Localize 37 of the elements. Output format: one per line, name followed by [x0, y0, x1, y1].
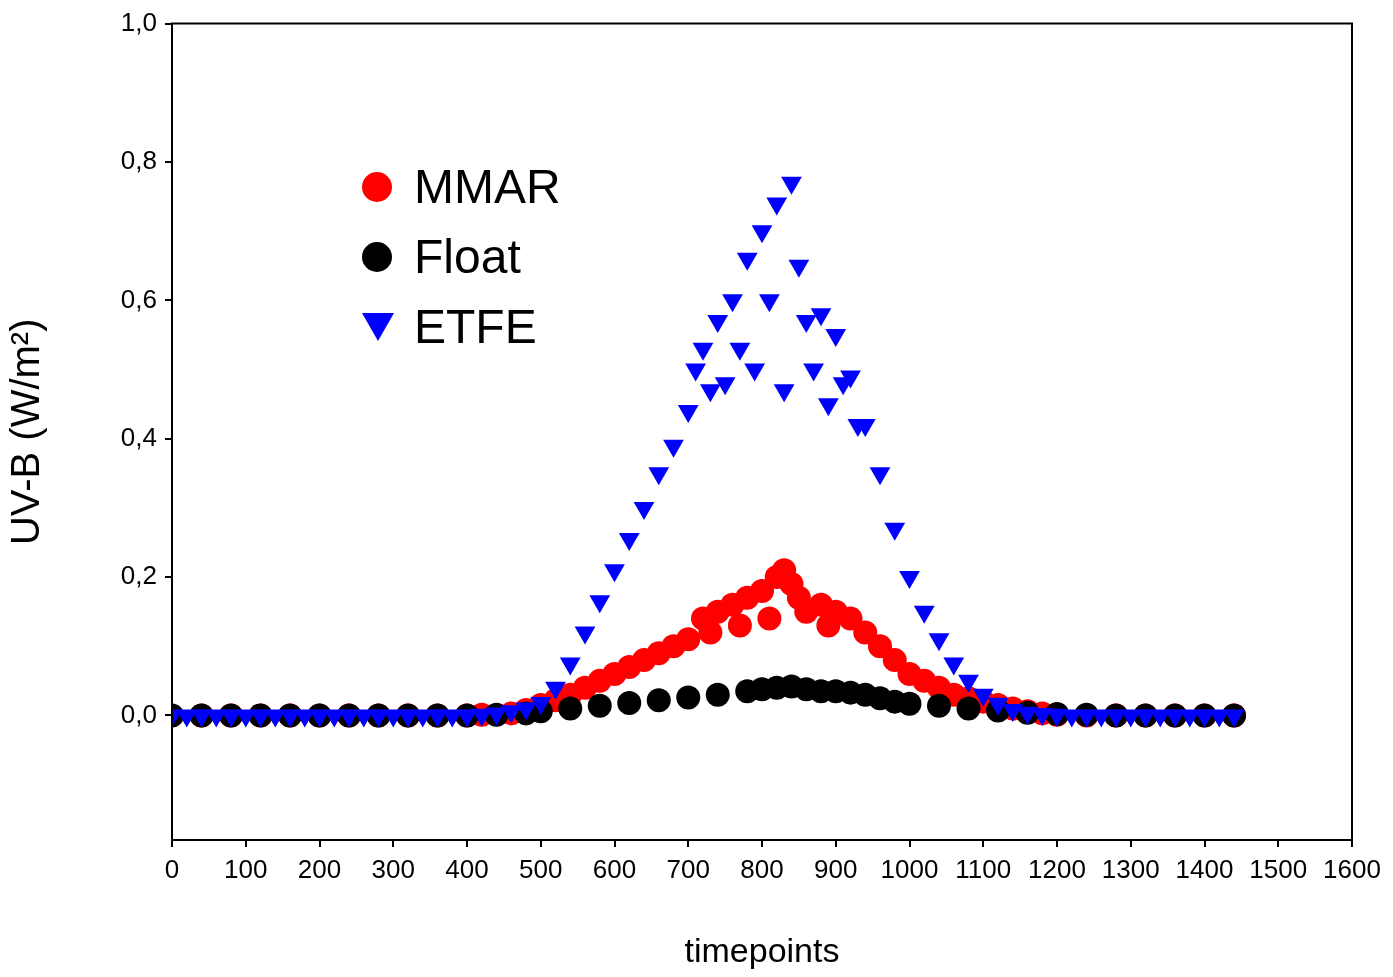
point — [676, 685, 701, 710]
x-tick-label: 1200 — [1028, 853, 1086, 884]
legend-label: MMAR — [414, 158, 561, 215]
point — [705, 682, 730, 707]
legend-label: ETFE — [414, 298, 537, 355]
x-tick-label: 600 — [592, 853, 637, 884]
x-tick-label: 400 — [445, 853, 489, 884]
x-tick-label: 1000 — [880, 853, 939, 884]
x-tick-label: 1300 — [1101, 853, 1160, 884]
y-tick-label: 0,4 — [120, 421, 157, 452]
y-tick-label: 0,8 — [120, 145, 157, 176]
x-tick-label: 300 — [371, 853, 415, 884]
x-tick-label: 1400 — [1175, 853, 1234, 884]
x-tick-label: 1500 — [1249, 853, 1308, 884]
x-tick-label: 800 — [740, 853, 784, 884]
y-axis-title: UV-B (W/m²) — [3, 318, 48, 546]
x-tick-label: 500 — [519, 853, 563, 884]
point — [587, 693, 612, 718]
y-tick-label: 0,2 — [120, 560, 157, 591]
point — [558, 696, 583, 721]
y-tick-label: 1,0 — [120, 6, 157, 37]
y-tick-label: 0,0 — [120, 698, 157, 729]
x-tick-label: 1600 — [1323, 853, 1381, 884]
x-tick-label: 700 — [666, 853, 710, 884]
point — [956, 696, 981, 721]
point — [617, 691, 642, 716]
point — [646, 688, 671, 713]
y-tick-label: 0,6 — [120, 283, 157, 314]
x-tick-label: 100 — [224, 853, 268, 884]
x-tick-label: 1100 — [955, 853, 1012, 884]
point — [897, 691, 922, 716]
x-tick-label: 0 — [164, 853, 180, 884]
legend-label: Float — [414, 228, 521, 285]
point — [927, 693, 951, 718]
x-tick-label: 900 — [814, 853, 858, 884]
x-tick-label: 200 — [297, 853, 342, 884]
x-axis-title: timepoints — [684, 930, 840, 969]
